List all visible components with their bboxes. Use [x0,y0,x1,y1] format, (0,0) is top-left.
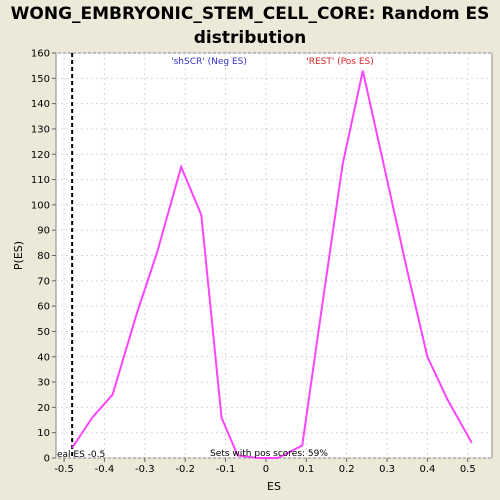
y-tick-label: 40 [37,352,50,363]
chart-title: WONG_EMBRYONIC_STEM_CELL_CORE: Random ES… [0,2,500,50]
y-tick-label: 0 [44,454,50,465]
chart-title-line-2: distribution [193,28,307,48]
x-tick-label: 0.3 [379,464,395,475]
y-tick-label: 70 [37,276,50,287]
y-tick-label: 130 [31,124,50,135]
x-tick-label: 0.4 [419,464,435,475]
x-tick-label: -0.5 [54,464,74,475]
actual-es-label: eal ES -0.5 [57,450,105,460]
series-line [71,70,473,459]
y-tick-label: 10 [37,428,50,439]
x-tick-label: -0.1 [216,464,236,475]
y-tick-label: 30 [37,378,50,389]
plot-area [55,52,493,459]
y-tick-label: 110 [31,175,50,186]
y-tick-label: 120 [31,150,50,161]
y-tick-label: 90 [37,226,50,237]
y-axis-title: P(ES) [12,241,25,270]
chart-title-line-1: WONG_EMBRYONIC_STEM_CELL_CORE: Random ES [10,4,490,24]
y-tick-label: 100 [31,200,50,211]
x-tick-label: 0.2 [339,464,355,475]
y-tick-label: 60 [37,302,50,313]
y-tick-label: 20 [37,403,50,414]
x-tick-label: 0.5 [460,464,476,475]
x-tick-label: 0 [263,464,269,475]
pos-es-label: 'REST' (Pos ES) [306,57,374,67]
x-tick-label: -0.4 [95,464,115,475]
neg-es-label: 'shSCR' (Neg ES) [171,57,247,67]
x-tick-label: -0.3 [135,464,155,475]
x-tick-label: -0.2 [175,464,195,475]
x-axis-title: ES [267,480,281,493]
y-tick-label: 80 [37,251,50,262]
x-tick-label: 0.1 [298,464,314,475]
y-tick-label: 160 [31,49,50,60]
y-tick-label: 150 [31,74,50,85]
y-tick-label: 140 [31,99,50,110]
sets-pos-scores-label: Sets with pos scores: 59% [210,449,328,459]
axis-ticks: 0 10 20 30 40 50 60 70 80 90 100 110 120 130 140 150 160… [31,49,476,476]
y-tick-label: 50 [37,327,50,338]
